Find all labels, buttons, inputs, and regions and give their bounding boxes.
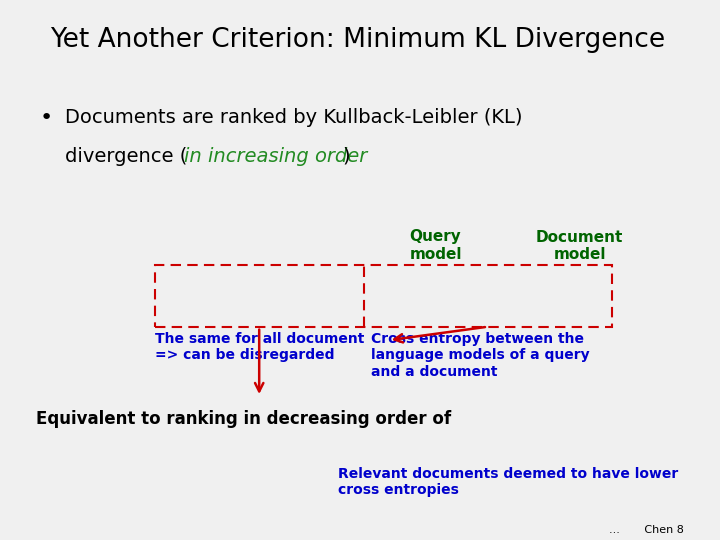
Text: Relevant documents deemed to have lower
cross entropies: Relevant documents deemed to have lower … (338, 467, 679, 497)
Text: ): ) (342, 147, 350, 166)
Text: ...       Chen 8: ... Chen 8 (609, 524, 684, 535)
Text: •: • (40, 108, 53, 128)
Text: Document
model: Document model (536, 230, 624, 262)
Text: divergence (: divergence ( (65, 147, 187, 166)
Text: Cross entropy between the
language models of a query
and a document: Cross entropy between the language model… (371, 332, 590, 379)
Text: Equivalent to ranking in decreasing order of: Equivalent to ranking in decreasing orde… (36, 410, 451, 428)
Text: Documents are ranked by Kullback-Leibler (KL): Documents are ranked by Kullback-Leibler… (65, 108, 522, 127)
Text: Query
model: Query model (410, 230, 462, 262)
Text: in increasing order: in increasing order (184, 147, 367, 166)
Text: The same for all document
=> can be disregarded: The same for all document => can be disr… (155, 332, 364, 362)
Text: Yet Another Criterion: Minimum KL Divergence: Yet Another Criterion: Minimum KL Diverg… (50, 27, 665, 53)
Bar (155, 265, 612, 327)
